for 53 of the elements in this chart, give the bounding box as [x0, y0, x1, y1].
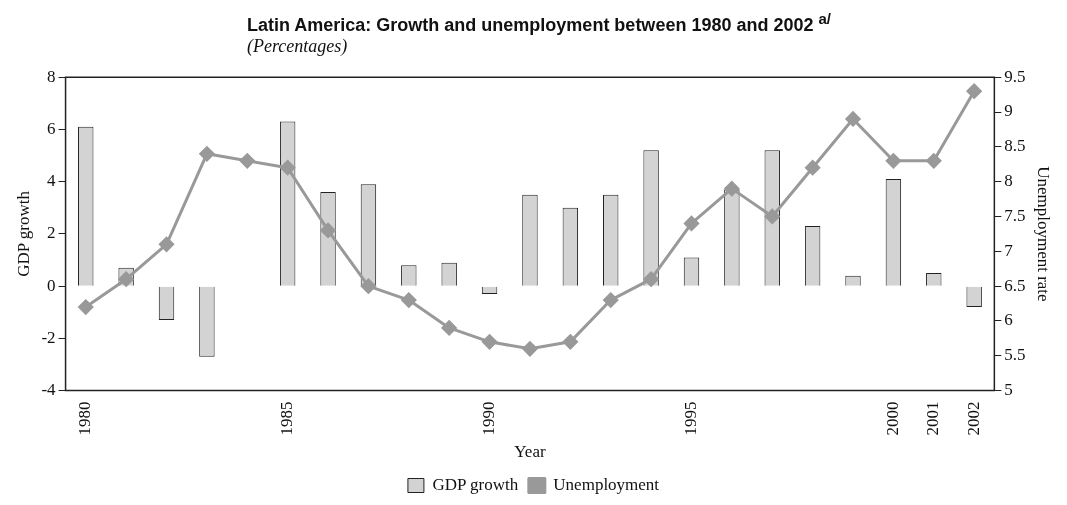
y-tick-label: 4	[47, 171, 57, 191]
y2-tick-label: 7.5	[1004, 205, 1026, 225]
y2-tick-label: 5.5	[1004, 345, 1026, 365]
y2-tick-label: 6	[1004, 310, 1013, 330]
point	[643, 271, 659, 287]
y2-tick-label: 9	[1004, 101, 1013, 121]
x-axis-title: Year	[514, 442, 546, 462]
x-tick-label: 2000	[882, 401, 902, 436]
y-tick-label: 8	[47, 66, 56, 86]
point	[320, 222, 336, 238]
point	[360, 278, 376, 294]
y2-tick-label: 7	[1004, 240, 1014, 260]
y2-tick-label: 8	[1004, 171, 1013, 191]
point	[885, 153, 901, 169]
x-tick-label: 2002	[963, 401, 983, 436]
point	[562, 334, 578, 350]
chart-title: Latin America: Growth and unemployment between 1980 and 2002 $^{a/}$	[247, 10, 831, 36]
chart-subtitle: (Percentages)	[247, 36, 348, 57]
y-tick-label: -4	[41, 380, 57, 400]
point	[482, 334, 498, 350]
x-tick-label: 1995	[680, 401, 700, 436]
point	[522, 341, 538, 357]
point	[683, 215, 699, 231]
point	[159, 236, 175, 252]
legend-label: Unemployment	[553, 474, 660, 494]
point	[239, 153, 255, 169]
y2-tick-label: 8.5	[1004, 136, 1026, 156]
x-tick-label: 1980	[75, 401, 95, 436]
y2-tick-label: 5	[1004, 380, 1013, 400]
y-axis-title: GDP growth	[13, 190, 33, 277]
y2-tick-label: 9.5	[1004, 66, 1026, 86]
x-tick-label: 1990	[479, 401, 499, 436]
point	[603, 292, 619, 308]
y-tick-label: -2	[41, 327, 56, 347]
y-tick-label: 0	[47, 275, 56, 295]
point	[441, 320, 457, 336]
x-tick-label: 1985	[277, 401, 297, 436]
point	[78, 299, 94, 315]
point	[764, 208, 780, 224]
y-tick-label: 2	[47, 223, 56, 243]
point	[926, 153, 942, 169]
point	[280, 160, 296, 176]
point	[199, 146, 215, 162]
y2-tick-label: 6.5	[1004, 275, 1026, 295]
point	[401, 292, 417, 308]
legend-label: GDP growth	[432, 474, 519, 494]
y2-axis-title: Unemployment rate	[1034, 166, 1054, 302]
x-tick-label: 2001	[923, 401, 943, 436]
point	[724, 181, 740, 197]
point	[805, 160, 821, 176]
point	[845, 111, 861, 127]
y-tick-label: 6	[47, 118, 56, 138]
point	[966, 83, 982, 99]
